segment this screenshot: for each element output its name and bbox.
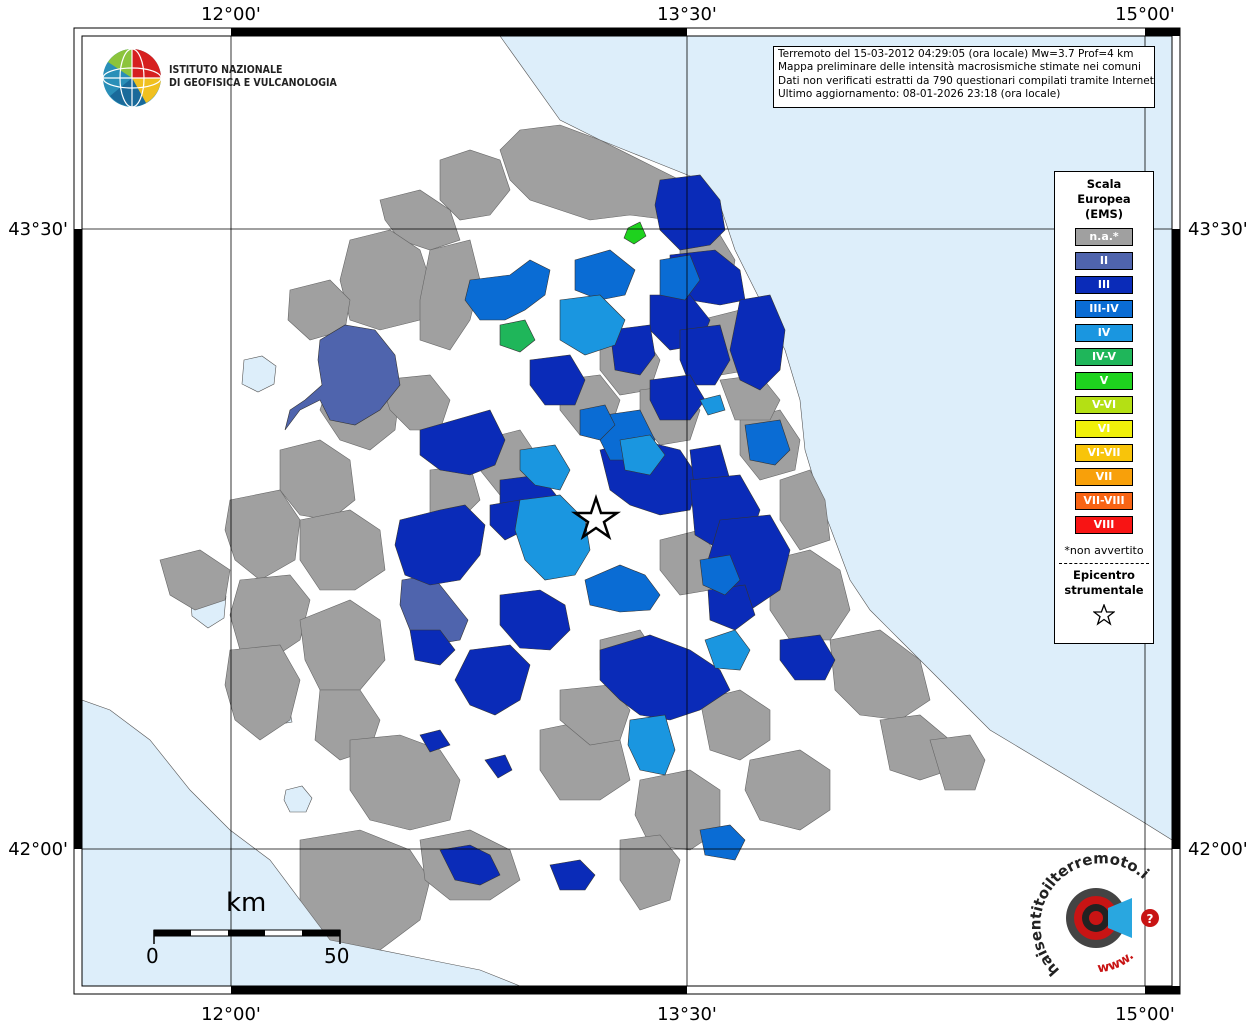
lake-bracciano [283, 785, 313, 813]
scale-bar [153, 929, 341, 944]
comuni-iii-iv [464, 249, 791, 861]
legend-item: V [1075, 372, 1133, 390]
legend-item: VI [1075, 420, 1133, 438]
coord-right-2: 42°00' [1188, 839, 1248, 860]
legend-title-line1: Scala [1086, 177, 1122, 191]
legend-separator [1059, 563, 1149, 564]
epicentre-star [570, 494, 622, 541]
legend-item: IV-V [1075, 348, 1133, 366]
svg-text:?: ? [1147, 912, 1154, 926]
coord-left-1: 43°30' [8, 219, 68, 240]
ingv-logo-line1: ISTITUTO NAZIONALE [169, 64, 283, 76]
legend-epicentre-line2: strumentale [1064, 583, 1144, 597]
coord-right-1: 43°30' [1188, 219, 1248, 240]
legend-star-icon [1055, 603, 1153, 630]
event-info-line4: Ultimo aggiornamento: 08-01-2026 23:18 (… [778, 88, 1061, 101]
legend-title: Scala Europea (EMS) [1055, 177, 1153, 222]
comuni-iv [514, 294, 751, 776]
legend-item: III [1075, 276, 1133, 294]
coord-top-2: 13°30' [657, 4, 717, 25]
graticule [82, 36, 1172, 986]
frame-bars [74, 28, 1180, 994]
coord-bottom-2: 13°30' [657, 1004, 717, 1024]
comuni-v [623, 221, 647, 245]
legend-epicentre-line1: Epicentro [1073, 568, 1135, 582]
event-info-line2: Mappa preliminare delle intensità macros… [778, 61, 1141, 74]
coord-top-1: 12°00' [201, 4, 261, 25]
comuni-na [159, 124, 986, 951]
legend-item: II [1075, 252, 1133, 270]
legend-item: n.a.* [1075, 228, 1133, 246]
scale-max: 50 [324, 944, 350, 968]
legend-item: VII-VIII [1075, 492, 1133, 510]
coord-left-2: 42°00' [8, 839, 68, 860]
scale-min: 0 [146, 944, 159, 968]
legend-item: IV [1075, 324, 1133, 342]
legend-item: VIII [1075, 516, 1133, 534]
ingv-logo-line2: DI GEOFISICA E VULCANOLOGIA [169, 77, 337, 89]
scale-unit: km [226, 888, 267, 918]
coord-bottom-1: 12°00' [201, 1004, 261, 1024]
legend-epicentre-label: Epicentro strumentale [1055, 568, 1153, 598]
legend-note: *non avvertito [1064, 544, 1144, 557]
ingv-globe-icon [102, 48, 162, 108]
lake-trasimeno [241, 355, 277, 393]
coord-top-3: 15°00' [1115, 4, 1175, 25]
legend-item: VII [1075, 468, 1133, 486]
ingv-logo-text: ISTITUTO NAZIONALE DI GEOFISICA E VULCAN… [169, 64, 337, 90]
legend-title-line3: (EMS) [1084, 207, 1124, 221]
ems-legend: Scala Europea (EMS) n.a.* II III III-IV IV IV… [1054, 171, 1154, 644]
legend-item: III-IV [1075, 300, 1133, 318]
comuni-iv-v [499, 319, 536, 353]
comuni-ii [284, 324, 469, 646]
legend-title-line2: Europea [1077, 192, 1131, 206]
event-info-box: Terremoto del 15-03-2012 04:29:05 (ora l… [773, 46, 1155, 108]
coord-bottom-3: 15°00' [1115, 1004, 1175, 1024]
legend-item: V-VI [1075, 396, 1133, 414]
event-info-line3: Dati non verificati estratti da 790 ques… [778, 74, 1155, 87]
legend-items: n.a.* II III III-IV IV IV-V V V-VI VI VI-VII VII VI… [1055, 228, 1153, 534]
event-info-line1: Terremoto del 15-03-2012 04:29:05 (ora l… [778, 48, 1134, 60]
legend-item: VI-VII [1075, 444, 1133, 462]
